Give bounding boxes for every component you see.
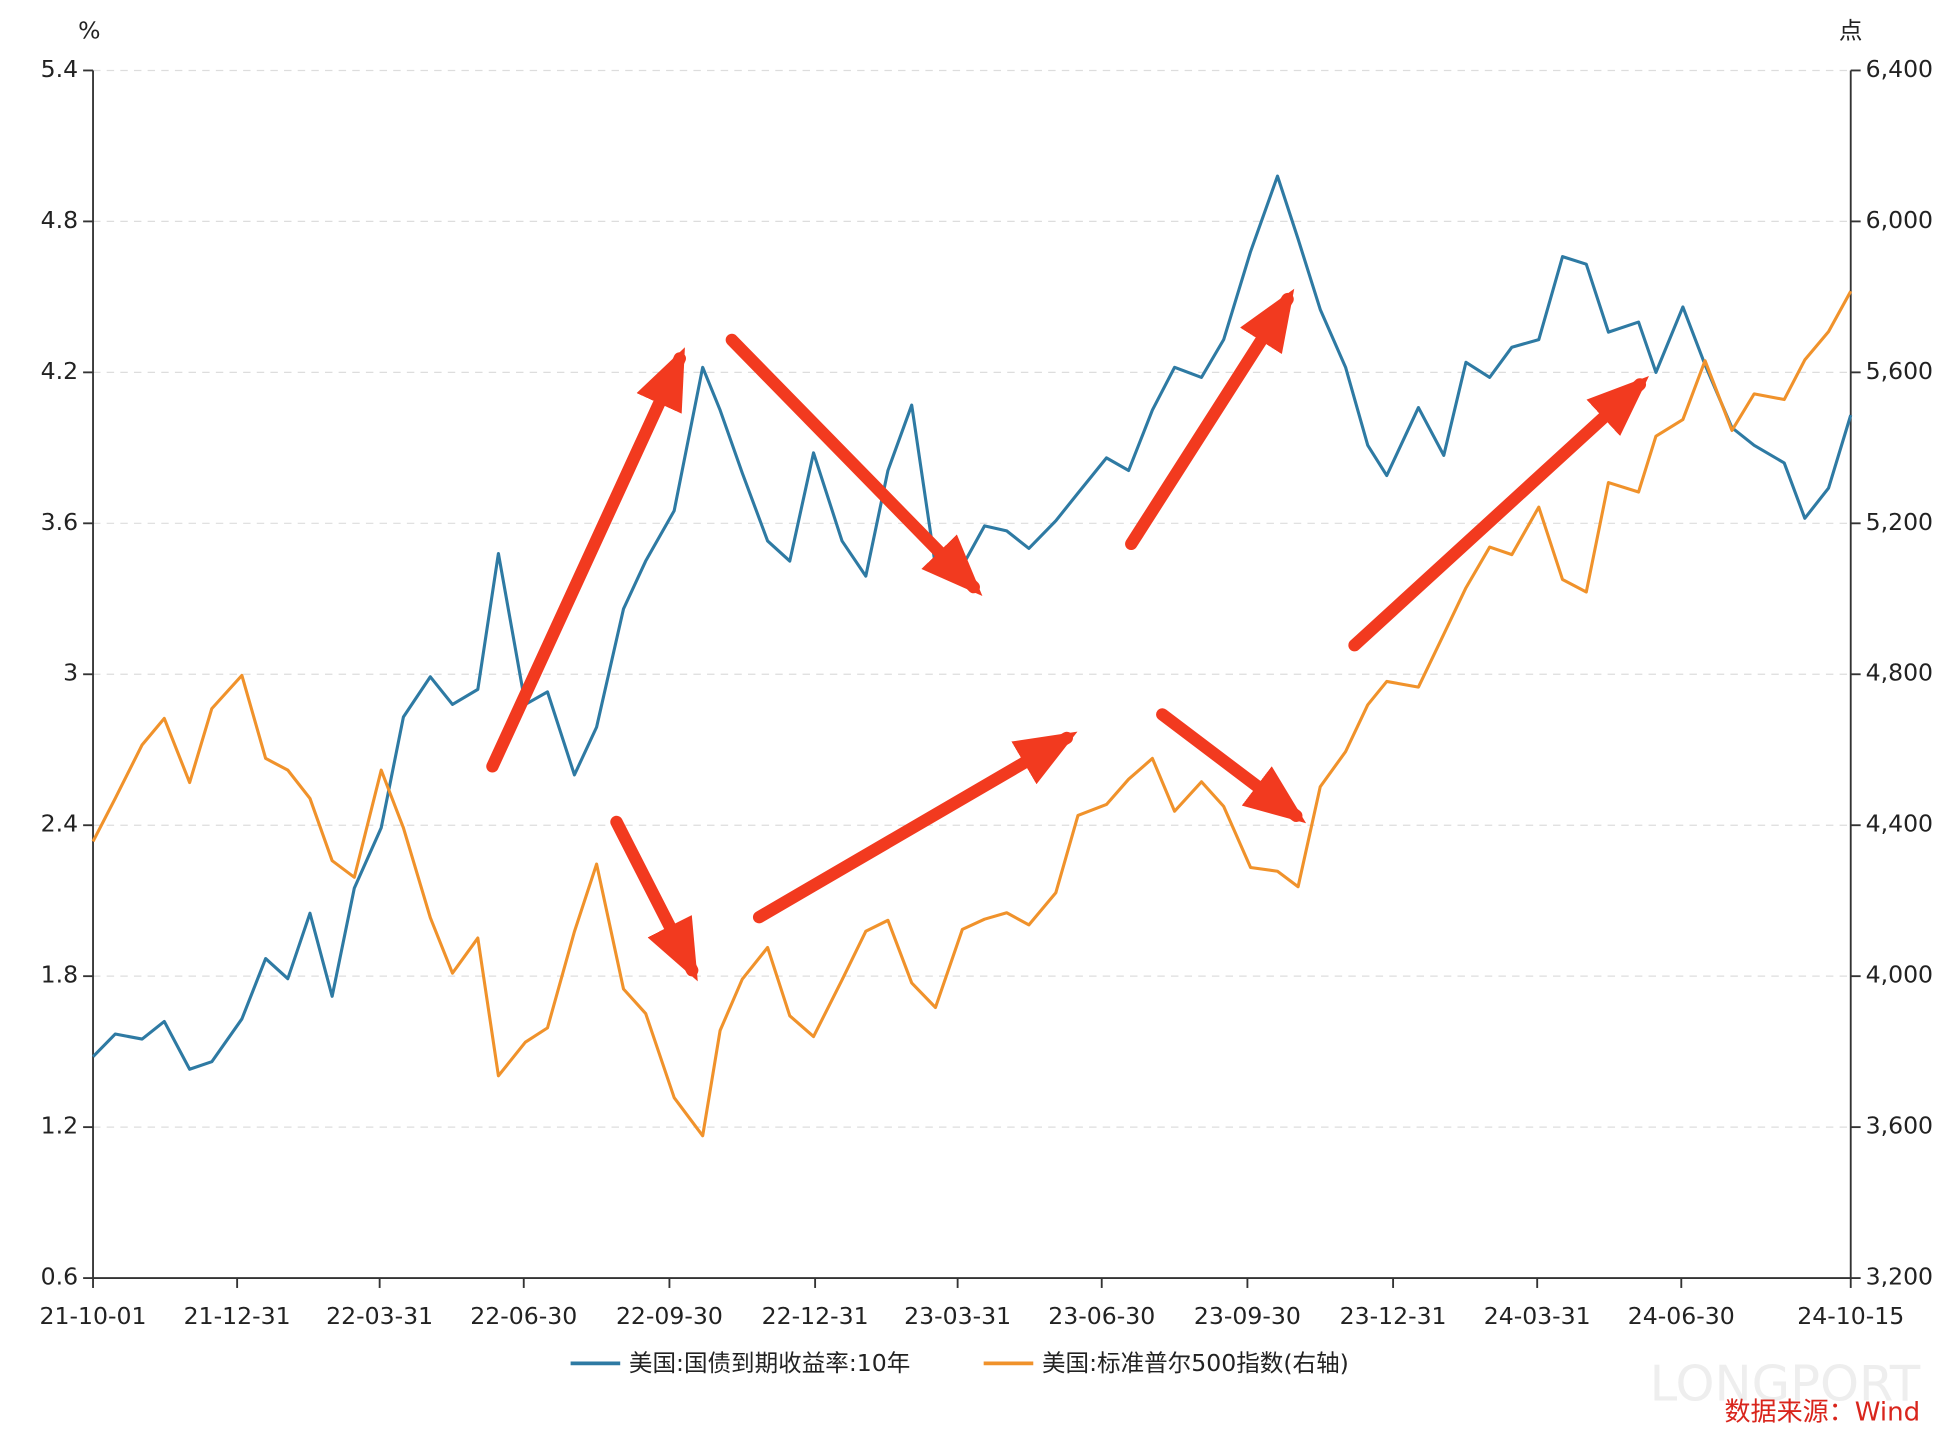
- y2-tick-label: 5,200: [1866, 508, 1933, 536]
- x-tick-label: 22-03-31: [326, 1302, 433, 1330]
- y-tick-label: 2.4: [41, 810, 78, 838]
- x-tick-label: 24-10-15: [1797, 1302, 1904, 1330]
- legend-label: 美国:国债到期收益率:10年: [629, 1349, 910, 1377]
- y-tick-label: 0.6: [41, 1263, 78, 1291]
- y2-tick-label: 3,600: [1866, 1112, 1933, 1140]
- arrow: [1348, 376, 1649, 652]
- arrow: [725, 333, 983, 596]
- legend-label: 美国:标准普尔500指数(右轴): [1042, 1349, 1349, 1377]
- y2-tick-label: 4,800: [1866, 659, 1933, 687]
- x-tick-label: 23-12-31: [1340, 1302, 1447, 1330]
- plot: 0.6 1.2 1.8 2.4 3 3.6 4.2 4.8 5.4 3,200 3,600 4,000…: [40, 55, 1933, 1377]
- line-series: [91, 290, 1853, 1138]
- annotation-arrows: [486, 288, 1649, 982]
- x-tick-label: 22-12-31: [762, 1302, 869, 1330]
- y-tick-label: 1.2: [41, 1112, 78, 1140]
- y-tick-label: 1.8: [41, 961, 78, 989]
- y2-axis-unit: 点: [1839, 17, 1863, 45]
- x-tick-label: 22-09-30: [616, 1302, 723, 1330]
- arrow: [486, 347, 686, 773]
- x-tick-label: 22-06-30: [470, 1302, 577, 1330]
- arrow: [1156, 708, 1307, 824]
- arrow: [610, 815, 699, 982]
- y-tick-label: 4.8: [41, 206, 78, 234]
- y2-tick-label: 5,600: [1866, 357, 1933, 385]
- y2-tick-label: 6,000: [1866, 206, 1933, 234]
- x-tick-label: 24-06-30: [1628, 1302, 1735, 1330]
- y-tick-label: 3: [63, 659, 78, 687]
- y2-tick-label: 4,400: [1866, 810, 1933, 838]
- x-tick-label: 23-03-31: [904, 1302, 1011, 1330]
- x-tick-label: 23-09-30: [1194, 1302, 1301, 1330]
- watermark: LONGPORT: [1650, 1354, 1921, 1412]
- line-series: [91, 174, 1853, 1071]
- y-tick-label: 4.2: [41, 357, 78, 385]
- y2-tick-label: 3,200: [1866, 1263, 1933, 1291]
- y-tick-label: 5.4: [41, 55, 78, 83]
- x-tick-label: 21-10-01: [40, 1302, 147, 1330]
- y2-tick-label: 4,000: [1866, 961, 1933, 989]
- x-tick-label: 24-03-31: [1484, 1302, 1591, 1330]
- y2-tick-label: 6,400: [1866, 55, 1933, 83]
- arrow: [1125, 288, 1295, 551]
- y-axis-unit: %: [78, 17, 100, 45]
- x-tick-label: 23-06-30: [1048, 1302, 1155, 1330]
- x-tick-label: 21-12-31: [184, 1302, 291, 1330]
- y-tick-label: 3.6: [41, 508, 78, 536]
- arrow: [752, 731, 1078, 924]
- source: 数据来源：Wind: [1725, 1397, 1921, 1427]
